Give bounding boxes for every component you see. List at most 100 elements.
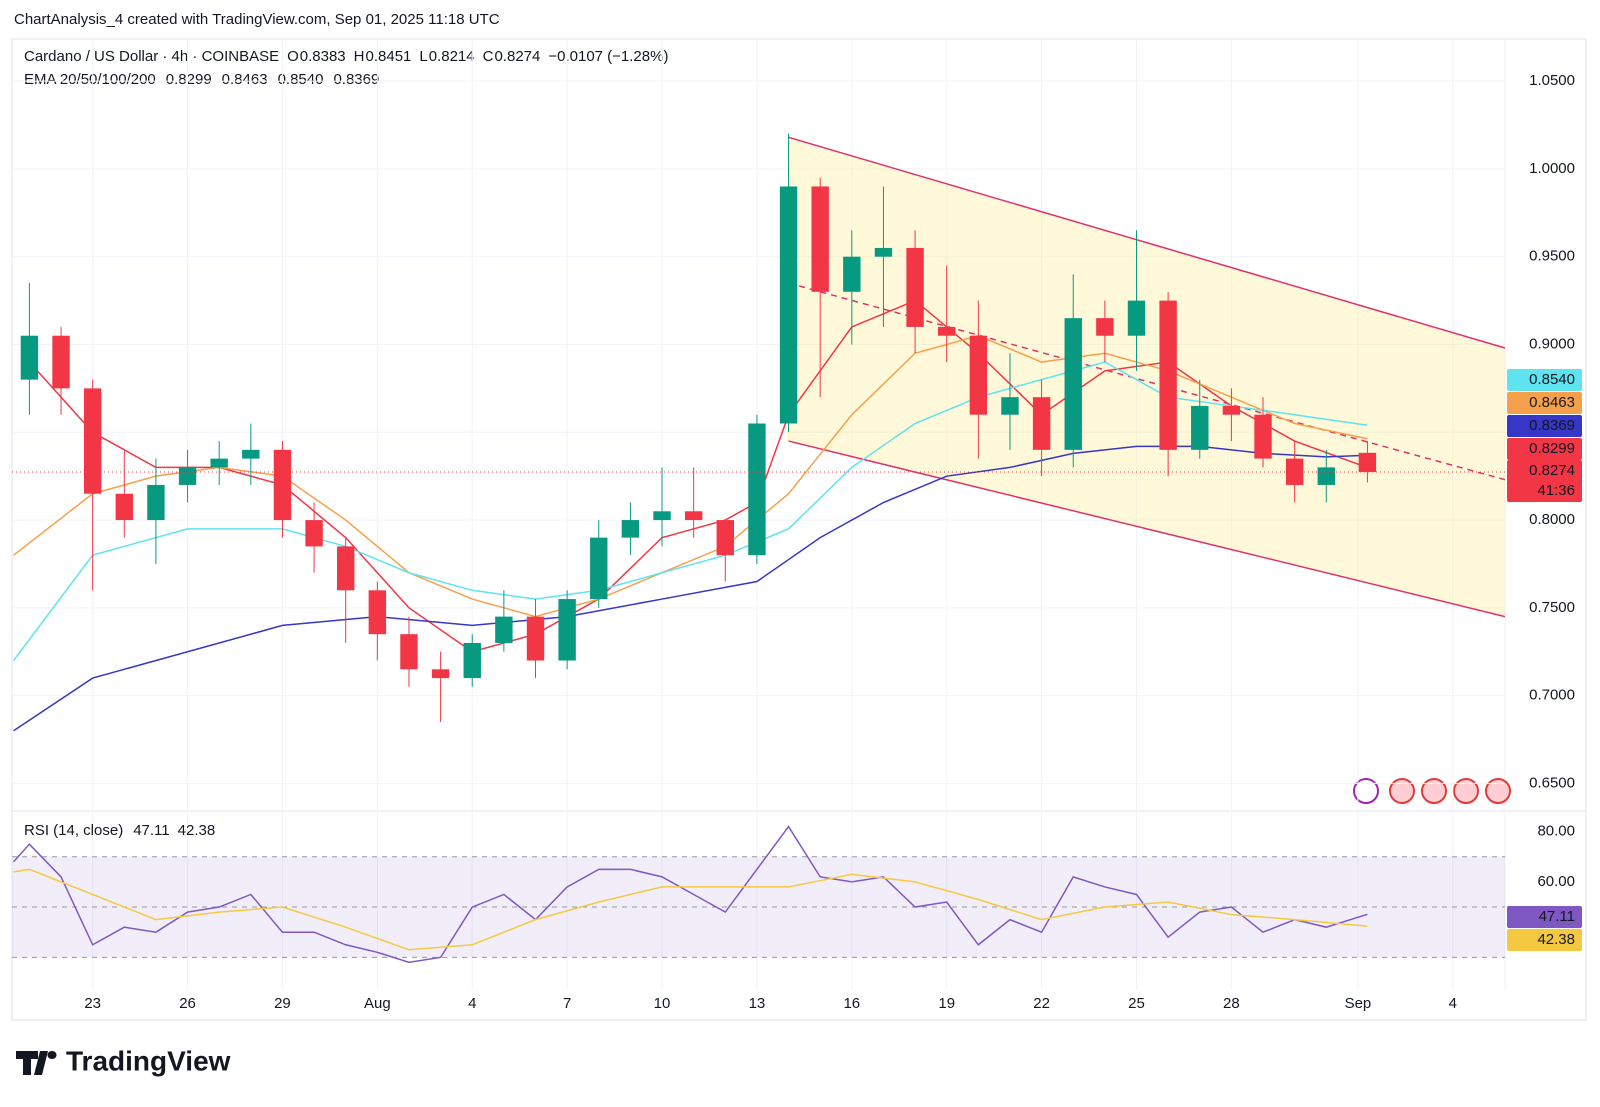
legend-text: 0.8463 bbox=[222, 71, 268, 88]
candle-body bbox=[431, 669, 450, 679]
y-tick-label: 0.7500 bbox=[1529, 599, 1575, 616]
y-tick-label: 1.0000 bbox=[1529, 160, 1575, 177]
candle-body bbox=[178, 467, 197, 485]
candle-body bbox=[684, 511, 703, 521]
candle-body bbox=[811, 186, 829, 292]
x-tick-label: Sep bbox=[1345, 995, 1372, 1012]
candle-body bbox=[147, 484, 165, 521]
candle-body bbox=[273, 449, 292, 521]
y-tick-label: 0.9500 bbox=[1529, 248, 1575, 265]
channel-fill bbox=[788, 137, 1505, 617]
rsi-value: 42.38 bbox=[178, 822, 216, 839]
candle-body bbox=[906, 247, 924, 327]
x-tick-label: 13 bbox=[749, 995, 766, 1012]
axis-tag-label: 0.8369 bbox=[1529, 417, 1575, 434]
candle-body bbox=[83, 388, 102, 494]
event-icons bbox=[1353, 778, 1511, 804]
candle-body bbox=[400, 634, 418, 670]
legend-text: EMA 20/50/100/200 bbox=[24, 71, 156, 88]
caption: ChartAnalysis_4 created with TradingView… bbox=[14, 11, 500, 28]
axis-tag bbox=[1507, 929, 1582, 951]
candle-body bbox=[874, 247, 893, 257]
legend-text: Cardano / US Dollar · 4h · COINBASE bbox=[24, 48, 279, 65]
channel-line bbox=[788, 440, 1506, 618]
candle-body bbox=[1191, 405, 1209, 450]
axis-tag-label: 47.11 bbox=[1539, 908, 1575, 925]
legend-text: 0.8274 bbox=[494, 48, 540, 65]
axis-tag bbox=[1507, 369, 1582, 391]
x-tick-label: Aug bbox=[364, 995, 391, 1012]
frame bbox=[11, 38, 1587, 1021]
x-tick-label: 23 bbox=[84, 995, 101, 1012]
x-tick-label: 16 bbox=[843, 995, 860, 1012]
legend-text: 0.8214 bbox=[429, 48, 475, 65]
brand-name: TradingView bbox=[66, 1045, 231, 1076]
candle-body bbox=[495, 616, 513, 643]
candle-body bbox=[463, 642, 481, 679]
candle-body bbox=[1096, 318, 1114, 336]
channel-line bbox=[788, 136, 1506, 349]
legend-text: L bbox=[419, 48, 427, 65]
icon bbox=[1485, 778, 1511, 804]
rsi-line bbox=[13, 825, 1368, 964]
rsi-line bbox=[13, 868, 1368, 951]
legend-text: 0.8540 bbox=[278, 71, 324, 88]
candle-body bbox=[558, 599, 576, 661]
candle-body bbox=[242, 449, 260, 459]
icon bbox=[1453, 778, 1479, 804]
candle-body bbox=[716, 520, 734, 556]
candle-body bbox=[1285, 458, 1304, 485]
axis-tag-label: 42.38 bbox=[1537, 931, 1575, 948]
brand: TradingView bbox=[16, 1045, 231, 1076]
candle-body bbox=[305, 520, 323, 547]
x-tick-label: 22 bbox=[1033, 995, 1050, 1012]
candle-body bbox=[1254, 414, 1272, 459]
y-tick-label: 0.9000 bbox=[1529, 335, 1575, 352]
candle-body bbox=[1032, 397, 1051, 450]
candle-body bbox=[653, 511, 671, 521]
x-tick-label: 26 bbox=[179, 995, 196, 1012]
axis-tag bbox=[1507, 438, 1582, 460]
rsi-value: 47.11 bbox=[133, 822, 169, 839]
y-tick-label: 0.6500 bbox=[1529, 774, 1575, 791]
candle-body bbox=[748, 423, 766, 556]
legend-text: O bbox=[287, 48, 299, 65]
candle-body bbox=[52, 335, 70, 389]
candle-body bbox=[210, 458, 228, 468]
x-tick-label: 4 bbox=[1449, 995, 1457, 1012]
icon bbox=[1353, 778, 1379, 804]
candle-body bbox=[1001, 397, 1019, 415]
x-tick-label: 25 bbox=[1128, 995, 1145, 1012]
icon bbox=[1421, 778, 1447, 804]
axis-tag bbox=[1507, 415, 1582, 437]
candle-body bbox=[843, 256, 861, 292]
candle-body bbox=[368, 590, 387, 635]
axis-tag-label: 0.8463 bbox=[1529, 394, 1575, 411]
x-tick-label: 19 bbox=[938, 995, 955, 1012]
x-tick-label: 28 bbox=[1223, 995, 1240, 1012]
candle-body bbox=[1222, 405, 1241, 415]
candle-body bbox=[1127, 300, 1146, 336]
candle-body bbox=[590, 537, 608, 600]
candle-body bbox=[779, 186, 798, 424]
candle-body bbox=[621, 520, 640, 538]
candle-body bbox=[20, 335, 39, 380]
x-tick-label: 7 bbox=[563, 995, 571, 1012]
legend-text: −0.0107 (−1.28%) bbox=[548, 48, 668, 65]
y-tick-label: 80.00 bbox=[1537, 823, 1575, 840]
legend-text: H bbox=[354, 48, 365, 65]
axis-tag bbox=[1507, 392, 1582, 414]
x-tick-label: 29 bbox=[274, 995, 291, 1012]
price-tag-label: 0.8274 bbox=[1529, 462, 1575, 479]
y-tick-label: 1.0500 bbox=[1529, 72, 1575, 89]
candle-body bbox=[1317, 467, 1335, 485]
legend-text: 0.8369 bbox=[333, 71, 379, 88]
axis-tag-label: 0.8299 bbox=[1529, 440, 1575, 457]
countdown: 41:36 bbox=[1537, 482, 1575, 499]
x-tick-label: 10 bbox=[654, 995, 671, 1012]
y-tick-label: 0.7000 bbox=[1529, 687, 1575, 704]
axis-tag-label: 0.8540 bbox=[1529, 371, 1575, 388]
x-tick-label: 4 bbox=[468, 995, 476, 1012]
candle-body bbox=[969, 335, 988, 415]
